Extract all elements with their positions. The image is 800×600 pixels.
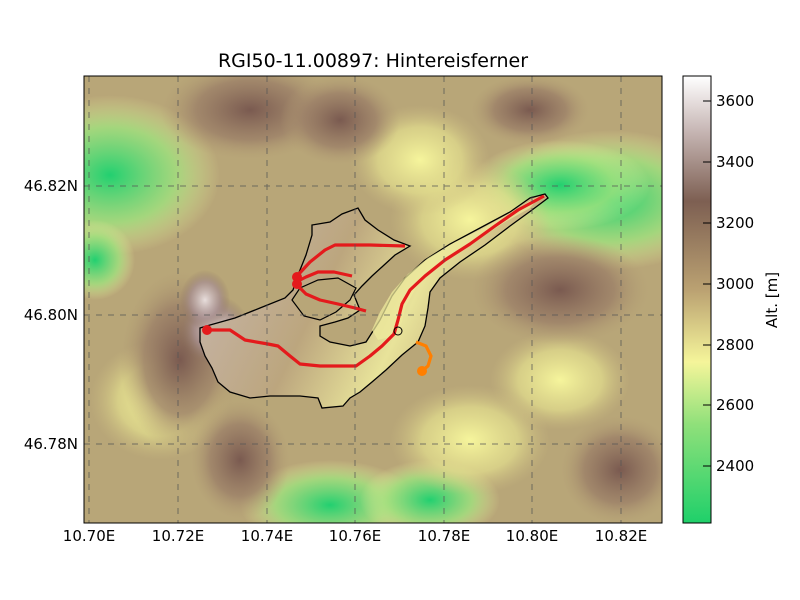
plot-frame bbox=[83, 75, 663, 524]
colorbar-tick-label: 2800 bbox=[716, 336, 755, 354]
colorbar-ticks bbox=[703, 100, 711, 467]
colorbar-tick-label: 3600 bbox=[716, 92, 755, 110]
x-tick-label: 10.76E bbox=[328, 527, 382, 545]
y-tick-label: 46.82N bbox=[23, 177, 78, 195]
y-tick-label: 46.78N bbox=[23, 435, 78, 453]
north-tributary-flowline bbox=[295, 243, 406, 278]
main-flowline bbox=[207, 194, 545, 368]
map-title: RGI50-11.00897: Hintereisferner bbox=[217, 50, 529, 72]
x-tick-label: 10.82E bbox=[594, 527, 648, 545]
flowline-head-marker bbox=[292, 279, 302, 289]
grid-lines bbox=[84, 76, 662, 523]
south-tributary-flowline bbox=[296, 284, 367, 313]
orange-flowline-marker bbox=[417, 366, 427, 376]
colorbar-tick-label: 3400 bbox=[716, 153, 755, 171]
x-tick-label: 10.70E bbox=[62, 527, 116, 545]
flowlines bbox=[202, 194, 545, 376]
x-tick-label: 10.74E bbox=[240, 527, 294, 545]
x-tick-label: 10.78E bbox=[417, 527, 471, 545]
middle-tributary-flowline bbox=[295, 270, 353, 284]
colorbar-label: Alt. [m] bbox=[763, 271, 781, 329]
flowline-head-marker bbox=[202, 325, 212, 335]
colorbar-tick-label: 3200 bbox=[716, 214, 755, 232]
orange-flowline bbox=[415, 340, 433, 373]
y-tick-label: 46.80N bbox=[23, 306, 78, 324]
x-tick-label: 10.80E bbox=[505, 527, 559, 545]
colorbar-tick-label: 2400 bbox=[716, 457, 755, 475]
flowline-head-marker bbox=[292, 272, 302, 282]
x-tick-label: 10.72E bbox=[151, 527, 205, 545]
colorbar bbox=[682, 75, 712, 524]
colorbar-tick-label: 2600 bbox=[716, 396, 755, 414]
flowline-confluence-marker bbox=[393, 326, 403, 336]
colorbar-tick-label: 3000 bbox=[716, 275, 755, 293]
terrain-raster bbox=[84, 76, 662, 523]
